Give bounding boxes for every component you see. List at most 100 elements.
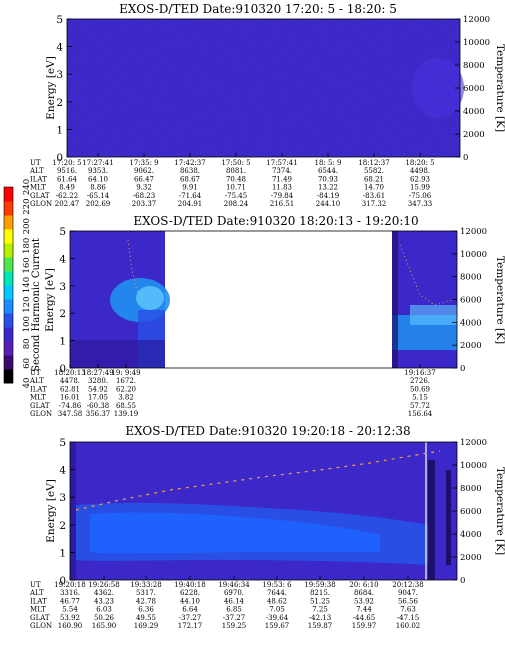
ephemeris-cell: 356.37 — [86, 410, 111, 418]
panel-3-ytick-label: 4 — [59, 465, 66, 477]
ephemeris-row-label: MLT — [30, 606, 46, 614]
panel-1-y2tick-label: 2000 — [463, 130, 485, 140]
ephemeris-cell: 317.32 — [362, 200, 387, 208]
ephemeris-cell: -71.64 — [179, 192, 202, 200]
panel-1-y2tick-label: 6000 — [463, 84, 485, 94]
ephemeris-cell: 6.36 — [138, 606, 154, 614]
ephemeris-cell: 19:46:34 — [218, 581, 250, 589]
ephemeris-cell: 43.23 — [94, 597, 114, 605]
ephemeris-row-label: ILAT — [30, 597, 47, 605]
panel-2-ylabel: Energy [eV] — [44, 268, 56, 332]
ephemeris-cell: -60.38 — [87, 402, 109, 410]
ephemeris-cell: 159.67 — [265, 622, 290, 630]
panel-3-y2tick-label: 6000 — [460, 507, 482, 517]
ephemeris-cell: -83.61 — [363, 192, 385, 200]
ephemeris-cell: 46.14 — [224, 597, 245, 605]
ephemeris-cell: 68.21 — [364, 175, 384, 183]
panel-1-title: EXOS-D/TED Date:910320 17:20: 5 - 18:20:… — [119, 2, 397, 16]
colorbar-swatches — [4, 187, 13, 384]
panel-2-ytick-label: 3 — [59, 281, 66, 293]
panel-3-y2tick-label: 12000 — [460, 438, 487, 448]
panel-3-ytick-label: 5 — [59, 437, 66, 449]
panel-3-y2tick-label: 8000 — [460, 484, 482, 494]
colorbar-tick-label: 60 — [22, 358, 32, 369]
spectrogram-panel-1: EXOS-D/TED Date:910320 17:20: 5 - 18:20:… — [29, 2, 505, 208]
ephemeris-cell: 4478. — [60, 377, 80, 385]
panel-2-y2tick-label: 8000 — [460, 273, 482, 283]
ephemeris-cell: 62.81 — [60, 385, 80, 393]
ephemeris-cell: 9.91 — [182, 184, 198, 192]
ephemeris-cell: 7374. — [272, 167, 292, 175]
ephemeris-cell: -37.27 — [179, 614, 201, 622]
ephemeris-row-label: MLT — [30, 394, 46, 402]
panel-1-ylabel: Energy [eV] — [45, 56, 57, 120]
ephemeris-cell: 16.01 — [60, 394, 80, 402]
panel-1-ytick-label: 2 — [56, 97, 63, 109]
panel-3-y2tick-label: 10000 — [460, 461, 487, 471]
colorbar-swatch — [4, 215, 13, 230]
ephemeris-cell: 9353. — [88, 167, 108, 175]
ephemeris-cell: 202.47 — [55, 200, 80, 208]
ephemeris-row-label: MLT — [30, 184, 46, 192]
ephemeris-cell: 17:35: 9 — [129, 159, 158, 167]
panel-2-ephemeris: UTALTILATMLTGLATGLON18:20:134478.62.8116… — [29, 364, 436, 418]
panel-3-yticks: 0 1 2 3 4 5 — [59, 437, 75, 587]
ephemeris-cell: -47.15 — [397, 614, 419, 622]
ephemeris-cell: 19:26:58 — [88, 581, 119, 589]
panel-1-ytick-label: 1 — [56, 124, 63, 136]
ephemeris-row-label: GLAT — [30, 614, 50, 622]
ephemeris-row-label: ALT — [29, 377, 44, 385]
ephemeris-cell: -62.22 — [56, 192, 78, 200]
colorbar-swatch — [4, 313, 13, 328]
ephemeris-cell: 48.62 — [267, 597, 287, 605]
spectrogram-panel-3: EXOS-D/TED Date:910320 19:20:18 - 20:12:… — [29, 424, 505, 630]
panel-1-yticks: 0 1 2 3 4 5 — [56, 14, 72, 164]
ephemeris-cell: 2726. — [410, 377, 430, 385]
ephemeris-cell: 208.24 — [224, 200, 249, 208]
ephemeris-cell: 7.63 — [400, 606, 416, 614]
panel-3-ylabel: Energy [eV] — [45, 479, 57, 543]
colorbar-swatch — [4, 243, 13, 258]
ephemeris-row-label: ALT — [29, 167, 44, 175]
ephemeris-cell: -68.23 — [133, 192, 155, 200]
panel-1-y2tick-label: 0 — [463, 153, 468, 163]
panel-1-ytick-label: 5 — [56, 14, 63, 26]
ephemeris-cell: 159.97 — [352, 622, 377, 630]
ephemeris-cell: 3316. — [60, 589, 80, 597]
ephemeris-cell: 7.05 — [269, 606, 285, 614]
panel-3-y2label: Temperature [K] — [494, 467, 505, 555]
panel-2-y2tick-label: 6000 — [460, 296, 482, 306]
ephemeris-cell: 64.10 — [88, 175, 108, 183]
ephemeris-cell: 19:53: 6 — [262, 581, 292, 589]
ephemeris-cell: 5582. — [364, 167, 384, 175]
ephemeris-cell: 18:20:13 — [54, 369, 85, 377]
panel-3-y2tick-label: 0 — [460, 576, 465, 586]
ephemeris-cell: 204.91 — [178, 200, 203, 208]
ephemeris-cell: 202.69 — [86, 200, 111, 208]
ephemeris-row-label: GLON — [30, 410, 52, 418]
ephemeris-cell: 4498. — [410, 167, 430, 175]
ephemeris-cell: 70.48 — [226, 175, 246, 183]
panel-1-y2tick-label: 10000 — [463, 38, 490, 48]
panel-1-y2tick-label: 12000 — [463, 15, 490, 25]
colorbar-tick-label: 240 — [22, 179, 32, 195]
ephemeris-row-label: GLAT — [30, 192, 50, 200]
ephemeris-cell: 156.64 — [408, 410, 433, 418]
ephemeris-cell: 160.02 — [396, 622, 421, 630]
ephemeris-cell: -39.64 — [266, 614, 289, 622]
ephemeris-cell: -75.06 — [409, 192, 432, 200]
colorbar-swatch — [4, 285, 13, 300]
colorbar-tick-label: 140 — [22, 277, 32, 293]
ephemeris-row-label: ILAT — [30, 175, 47, 183]
colorbar-tick-label: 160 — [22, 257, 32, 273]
ephemeris-cell: 8.49 — [59, 184, 75, 192]
panel-1-ytick-label: 3 — [56, 69, 63, 81]
panel-3-y2tick-label: 2000 — [460, 553, 482, 563]
ephemeris-cell: 169.29 — [134, 622, 159, 630]
ephemeris-cell: 56.56 — [398, 597, 419, 605]
panel-1-y2tick-label: 8000 — [463, 61, 485, 71]
colorbar-swatch — [4, 355, 13, 370]
ephemeris-cell: -65.14 — [87, 192, 110, 200]
